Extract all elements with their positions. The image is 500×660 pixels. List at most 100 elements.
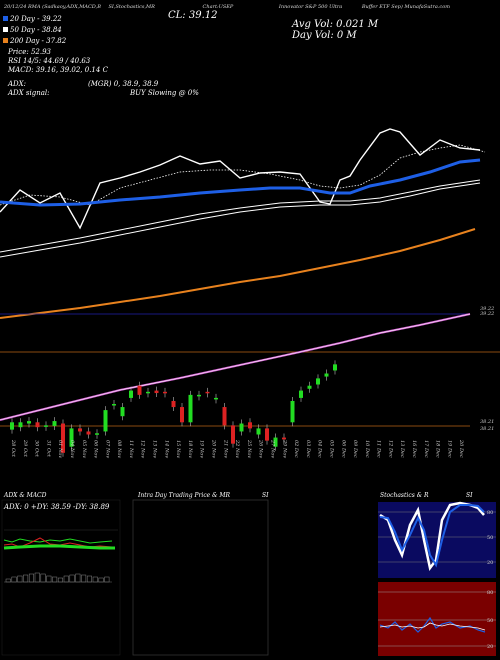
candle-body <box>180 407 184 423</box>
macd-bar <box>17 575 23 583</box>
candle-body <box>265 428 269 441</box>
rsi-level-50-label: 50 <box>487 618 493 624</box>
candle-body <box>103 410 108 432</box>
bollinger-line <box>0 313 471 421</box>
x-tick-label: 09 Dec <box>352 440 358 458</box>
candle-body <box>78 428 82 432</box>
x-tick-label: 13 Dec <box>399 440 405 458</box>
adx-plus-line <box>3 538 113 544</box>
stoch-level-80-label: 80 <box>487 510 493 516</box>
x-tick-label: 20 Dec <box>458 439 464 458</box>
avg-volume: Avg Vol: 0.021 M <box>292 19 379 30</box>
x-tick-label: 22 Nov <box>234 439 240 458</box>
stoch-level-50-label: 50 <box>487 535 493 541</box>
level-label-2: 39.22 <box>480 311 494 317</box>
x-tick-label: 06 Dec <box>340 440 346 458</box>
macd-bar <box>40 573 46 583</box>
candle-body <box>18 422 23 428</box>
price-line <box>0 128 481 230</box>
legend-macd: MACD: 39.16, 39.02, 0.14 C <box>8 66 108 74</box>
ma20-swatch <box>3 16 8 21</box>
x-tick-label: 28 Oct <box>10 439 16 458</box>
x-tick-label: 19 Nov <box>199 440 205 458</box>
candle-body <box>239 423 244 432</box>
candle-body <box>10 422 14 430</box>
candle-body <box>129 390 133 398</box>
x-tick-label: 05 Dec <box>328 440 334 458</box>
candle-body <box>163 391 167 394</box>
ma50-line-2 <box>0 182 481 258</box>
legend-adx: ADX: <box>8 80 27 88</box>
candle-body <box>231 425 235 444</box>
intraday-panel-frame <box>132 499 269 656</box>
adx-line <box>3 544 115 550</box>
candle-body <box>214 397 218 400</box>
candle-body <box>171 400 176 408</box>
x-tick-label: 18 Dec <box>435 440 441 458</box>
macd-bar <box>34 572 40 583</box>
candle-body <box>282 437 286 440</box>
level-label-4: 38.21 <box>480 426 494 432</box>
x-tick-label: 17 Dec <box>423 440 429 458</box>
x-tick-label: 04 Dec <box>317 440 323 458</box>
ma200-swatch <box>3 38 8 43</box>
adx-panel-frame <box>1 499 121 656</box>
rsi-signal-line <box>379 622 486 631</box>
rsi-panel-bg <box>378 582 496 656</box>
legend-price: Price: 52.93 <box>8 48 51 56</box>
candles-group <box>10 360 337 457</box>
x-tick-label: 18 Nov <box>187 440 193 458</box>
candle-body <box>112 404 116 406</box>
x-tick-label: 15 Nov <box>175 440 181 458</box>
ma50-swatch <box>3 27 8 32</box>
intraday-si-label: SI <box>262 492 269 499</box>
candle-body <box>86 431 91 435</box>
x-tick-label: 01 Nov <box>57 440 63 458</box>
x-tick-label: 14 Nov <box>163 440 169 458</box>
x-tick-label: 04 Nov <box>69 440 75 458</box>
macd-bar <box>11 576 17 583</box>
macd-bar <box>28 573 34 583</box>
x-tick-label: 29 Nov <box>281 439 287 458</box>
x-tick-label: 26 Nov <box>258 439 264 458</box>
day-volume: Day Vol: 0 M <box>292 30 357 41</box>
candle-body <box>146 391 150 394</box>
candle-body <box>154 390 159 394</box>
x-tick-label: 08 Nov <box>116 440 122 458</box>
macd-bar <box>75 573 81 583</box>
candle-body <box>69 428 74 447</box>
x-tick-label: 11 Dec <box>376 440 382 458</box>
candle-body <box>44 425 48 427</box>
x-tick-label: 06 Nov <box>93 440 99 458</box>
adx-readout: ADX: 0 +DY: 38.59 -DY: 38.89 <box>4 503 110 511</box>
x-tick-label: 10 Dec <box>364 440 370 458</box>
header-part-5: Innovator S&P 500 Ultra <box>278 4 343 10</box>
stoch-panel-title: Stochastics & R <box>380 492 429 499</box>
stoch-d-line <box>379 504 485 568</box>
macd-bar <box>104 576 110 583</box>
legend-adx-signal: ADX signal: <box>8 89 50 97</box>
ma200-label: 200 Day - 37.82 <box>10 37 67 45</box>
close-price: CL: 39.12 <box>168 10 218 21</box>
ma200-line <box>0 228 476 319</box>
x-tick-label: 11 Nov <box>128 440 134 458</box>
candle-body <box>61 423 65 453</box>
adx-panel-title: ADX & MACD <box>4 492 47 499</box>
ma20-label: 20 Day - 39.22 <box>10 15 62 23</box>
ma50-line-1 <box>0 179 481 253</box>
rsi-level-80-label: 80 <box>487 590 493 596</box>
candle-body <box>222 407 227 426</box>
candle-body <box>52 421 57 426</box>
x-tick-label: 30 Oct <box>34 440 40 458</box>
level-label-1: 39.22 <box>480 306 494 312</box>
macd-bar <box>23 574 29 583</box>
legend-ma20: 20 Day - 39.22 <box>3 15 62 23</box>
rsi-level-20-label: 20 <box>487 644 493 650</box>
intraday-panel-title: Intra Day Trading Price & MR <box>138 492 231 499</box>
macd-bar <box>98 577 104 583</box>
candle-body <box>205 391 210 394</box>
x-axis-labels: 28 Oct 29 Oct 30 Oct 31 Oct 01 Nov 04 Nov 05 N… <box>10 439 464 458</box>
x-tick-label: 19 Dec <box>446 440 452 458</box>
header-part-4: Chart:USEP <box>202 4 234 10</box>
